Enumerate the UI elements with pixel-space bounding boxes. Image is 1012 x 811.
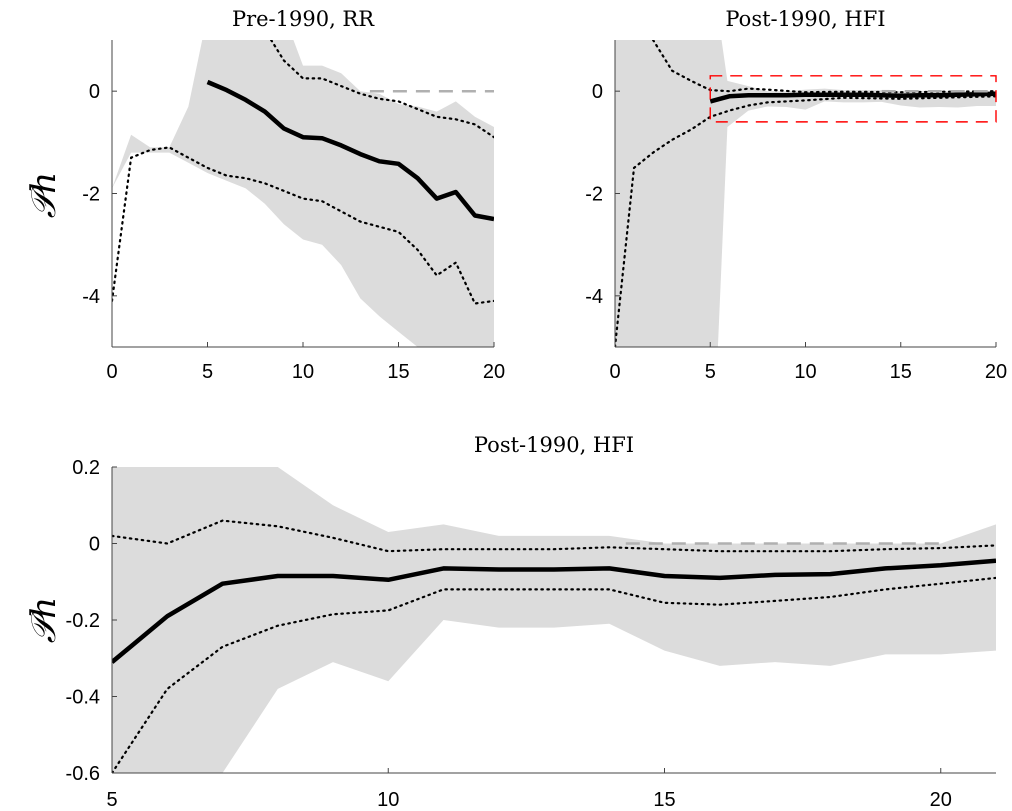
y-tick-label: -0.2 [66, 610, 100, 632]
confidence-band [112, 40, 494, 347]
series-line-dotted-3 [651, 40, 996, 94]
panel-2: 0 5 10 15 20 -4 -2 0 Post-1990, HFI [585, 7, 1007, 383]
plot-area [112, 40, 494, 347]
y-tick-label: 0 [592, 81, 603, 103]
highlight-box [709, 75, 997, 123]
chart-title: Post-1990, HFI [474, 433, 634, 457]
y-tick-label: -2 [585, 184, 603, 206]
x-tick-label: 20 [483, 361, 505, 383]
x-tick-label: 5 [202, 361, 213, 383]
x-tick-label: 5 [106, 789, 117, 811]
plot-area [615, 40, 996, 347]
y-tick-label: 0 [89, 81, 100, 103]
x-tick-label: 0 [609, 361, 620, 383]
plot-area [112, 467, 996, 773]
x-tick-label: 10 [377, 789, 399, 811]
panel-3: 5 10 15 20 -0.6 -0.4 -0.2 0 0.2 Post-1990, HFI 𝒫h [24, 433, 996, 811]
y-tick-label: 0.2 [72, 457, 100, 479]
y-tick-label: -4 [82, 286, 100, 308]
x-tick-label: 0 [106, 361, 117, 383]
y-tick-label: -2 [82, 184, 100, 206]
series-line-dotted-2 [112, 146, 494, 305]
x-tick-label: 20 [985, 361, 1007, 383]
chart-title: Pre-1990, RR [232, 7, 375, 31]
series-line-solid-1 [206, 79, 494, 222]
y-tick-label: -0.4 [66, 687, 100, 709]
x-tick-label: 15 [653, 789, 675, 811]
confidence-band [615, 40, 996, 347]
x-tick-label: 15 [890, 361, 912, 383]
x-tick-label: 10 [794, 361, 816, 383]
series-line-solid-1 [112, 558, 996, 664]
series-line-dotted-2 [112, 576, 996, 773]
x-tick-label: 10 [292, 361, 314, 383]
chart-title: Post-1990, HFI [725, 7, 885, 31]
confidence-band [112, 467, 996, 773]
series-line-solid-1 [709, 91, 996, 104]
y-axis-label: 𝒫h [24, 172, 64, 218]
series-line-dotted-2 [615, 95, 996, 347]
y-axis-label: 𝒫h [24, 597, 64, 643]
x-tick-label: 20 [930, 789, 952, 811]
series-line-dotted-3 [112, 519, 996, 553]
x-tick-label: 5 [705, 361, 716, 383]
y-tick-label: -4 [585, 286, 603, 308]
y-tick-label: 0 [89, 534, 100, 556]
y-tick-label: -0.6 [66, 763, 100, 785]
x-tick-label: 15 [387, 361, 409, 383]
panel-1: 0 5 10 15 20 -4 -2 0 Pre-1990, RR 𝒫h [24, 7, 505, 383]
series-line-dotted-3 [269, 40, 494, 139]
